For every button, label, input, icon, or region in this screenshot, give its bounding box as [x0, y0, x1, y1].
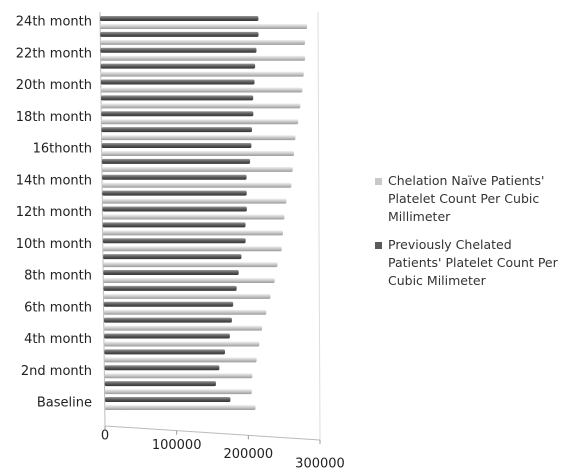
bar — [103, 325, 263, 331]
bar — [101, 127, 252, 133]
axis-line — [317, 11, 321, 441]
y-tick-label: 24th month — [16, 15, 92, 30]
bar — [104, 357, 257, 363]
x-tick-label: 300000 — [295, 457, 345, 472]
bar — [101, 119, 299, 125]
x-tick-label: 200000 — [224, 447, 274, 462]
bar — [101, 166, 293, 172]
bar — [105, 397, 231, 402]
y-tick-label: 2nd month — [21, 364, 92, 379]
bar — [102, 230, 284, 236]
bar — [103, 309, 267, 315]
bar — [102, 246, 282, 252]
bar — [102, 214, 285, 220]
bar — [100, 47, 257, 53]
bar — [101, 103, 301, 109]
bar — [100, 39, 306, 45]
bar — [103, 254, 242, 260]
bar — [100, 31, 259, 37]
x-tick-label: 0 — [101, 429, 109, 444]
y-tick-label: Baseline — [37, 396, 92, 411]
bar — [100, 87, 303, 93]
bar — [100, 79, 255, 85]
legend-label: Previously Chelated Patients' Platelet C… — [388, 237, 558, 288]
bar — [101, 151, 295, 156]
bar — [103, 293, 271, 299]
y-tick-label: 20th month — [16, 78, 92, 93]
bar — [102, 238, 246, 244]
bar — [103, 301, 234, 307]
bar — [104, 389, 252, 395]
bar — [103, 278, 275, 283]
bar — [102, 182, 292, 188]
y-tick-label: 14th month — [16, 173, 92, 188]
bar — [104, 365, 220, 371]
bar — [103, 317, 232, 323]
legend-swatch — [375, 242, 382, 249]
bar — [101, 143, 252, 148]
y-tick-label: 8th month — [24, 269, 92, 284]
bar — [103, 285, 237, 291]
bar — [101, 135, 296, 141]
bar — [104, 381, 216, 387]
bar — [102, 222, 246, 228]
bar — [104, 349, 225, 355]
bar — [104, 333, 230, 339]
bar — [100, 24, 308, 29]
legend-swatch — [375, 178, 382, 185]
bar — [102, 190, 247, 196]
bar — [103, 270, 239, 275]
y-tick-label: 4th month — [24, 332, 92, 347]
y-tick-label: 6th month — [24, 300, 92, 315]
y-tick-label: 12th month — [16, 205, 92, 220]
bar — [104, 373, 253, 379]
x-tick-label: 100000 — [152, 438, 202, 453]
bar — [100, 16, 259, 21]
bar — [103, 262, 278, 268]
bar — [105, 405, 256, 410]
bar — [100, 63, 256, 69]
y-tick-label: 10th month — [16, 237, 92, 252]
bar — [102, 174, 247, 180]
bar — [102, 206, 247, 212]
bar — [102, 198, 287, 204]
y-tick-label: 18th month — [16, 110, 92, 125]
bar — [100, 71, 304, 77]
bar — [100, 55, 306, 61]
bar — [101, 158, 251, 164]
legend-label: Chelation Naïve Patients' Platelet Count… — [388, 173, 545, 224]
axis-line — [104, 425, 321, 441]
bar — [104, 341, 260, 347]
bar — [101, 111, 254, 117]
y-tick-label: 16thonth — [33, 142, 92, 157]
y-tick-label: 22th month — [16, 46, 92, 61]
bar — [101, 95, 254, 101]
